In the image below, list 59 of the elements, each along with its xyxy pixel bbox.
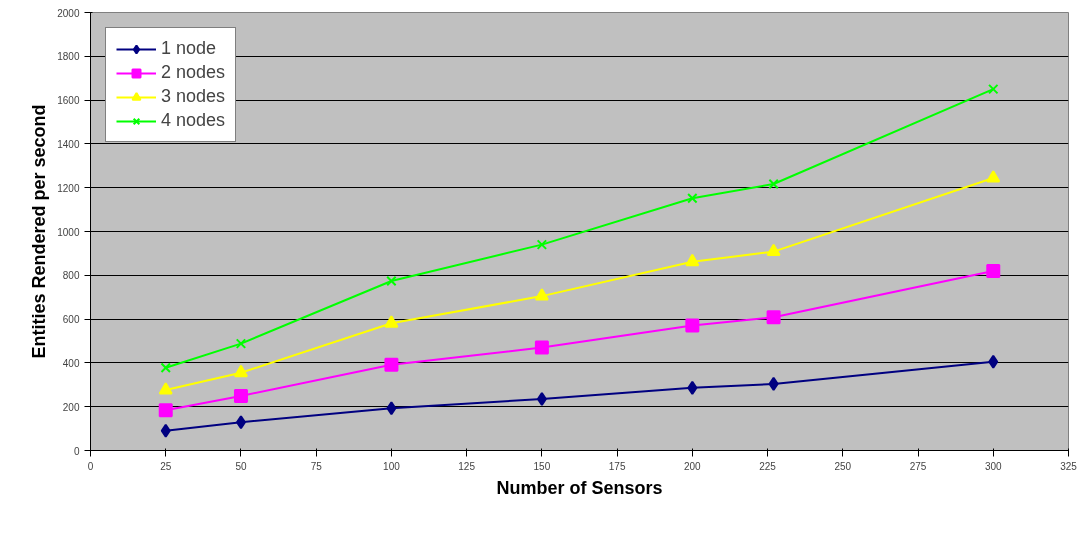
point [160, 362, 171, 373]
point [384, 315, 399, 328]
point [687, 192, 698, 204]
x-tick-label: 225 [759, 460, 777, 472]
point [158, 403, 173, 418]
point [233, 364, 248, 378]
point [534, 340, 549, 355]
point [384, 357, 399, 372]
x-tick-label: 50 [235, 460, 247, 472]
point [536, 392, 547, 407]
x-axis-title: Number of Sensors [496, 477, 663, 498]
point [766, 243, 781, 257]
x-tick-label: 25 [160, 460, 172, 472]
x-tick-label: 75 [310, 460, 323, 472]
point [233, 388, 248, 403]
point [766, 310, 781, 325]
point [986, 170, 1001, 183]
y-tick-label: 800 [62, 270, 80, 282]
y-tick-label: 1600 [57, 95, 80, 107]
point [235, 338, 247, 349]
x-tick-label: 200 [684, 460, 702, 472]
legend-label: 2 nodes [161, 62, 226, 83]
x-tick-label: 175 [608, 460, 626, 472]
y-tick-label: 2000 [57, 7, 80, 19]
point [160, 423, 171, 438]
y-axis-title: Entities Rendered per second [29, 104, 50, 359]
legend-label: 3 nodes [161, 86, 226, 107]
y-tick-label: 600 [62, 314, 80, 326]
y-tick-label: 1200 [57, 182, 80, 194]
x-tick-label: 0 [87, 460, 94, 472]
legend-label: 4 nodes [161, 110, 226, 131]
point [536, 239, 548, 250]
x-tick-label: 250 [834, 460, 852, 472]
point [988, 83, 999, 95]
x-tick-label: 325 [1060, 460, 1078, 472]
y-tick-label: 400 [62, 357, 80, 369]
point [386, 401, 397, 416]
x-tick-label: 150 [533, 460, 551, 472]
point [687, 380, 698, 395]
x-tick-label: 275 [909, 460, 927, 472]
y-tick-label: 1000 [57, 226, 80, 238]
x-tick-label: 125 [458, 460, 476, 472]
point [768, 376, 779, 391]
point [768, 178, 779, 190]
legend-label: 1 node [161, 38, 217, 59]
point [235, 415, 246, 430]
point [386, 275, 397, 287]
y-tick-label: 1400 [57, 138, 80, 150]
y-tick-label: 1800 [57, 51, 80, 63]
x-tick-label: 300 [984, 460, 1003, 472]
x-tick-label: 100 [383, 460, 401, 472]
point [685, 253, 700, 267]
point [685, 318, 700, 333]
point [988, 354, 999, 369]
point [986, 263, 1001, 278]
y-tick-label: 0 [73, 445, 80, 457]
point [158, 382, 173, 395]
point [534, 288, 549, 301]
y-tick-label: 200 [62, 401, 80, 413]
